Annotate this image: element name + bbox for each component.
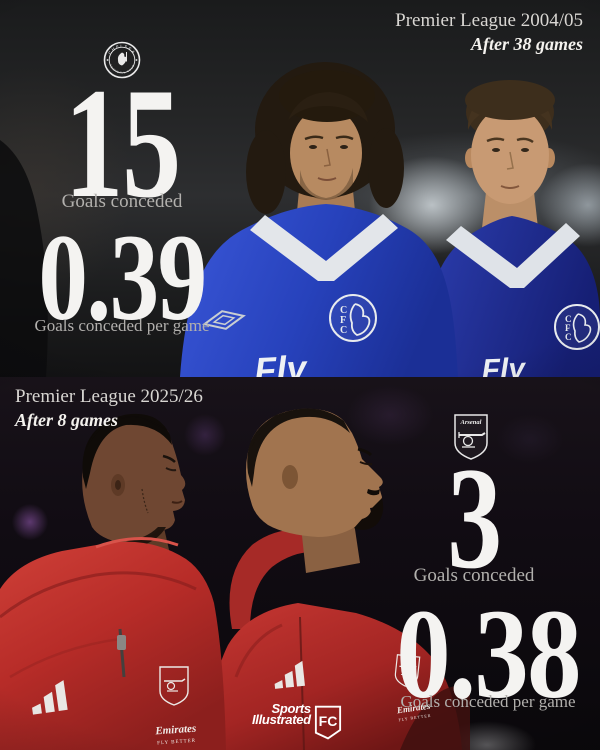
emirates-text: Emirates <box>395 701 431 716</box>
chelsea-goals-conceded-value: 15 <box>64 56 181 231</box>
chelsea-lion-icon <box>117 52 127 66</box>
crest-text-arsenal: Arsenal <box>460 419 482 426</box>
emirates-text: Emirates <box>154 723 197 738</box>
sports-illustrated-wordmark: Sports Illustrated <box>252 701 311 727</box>
adidas-logo-right <box>274 660 305 689</box>
shirt-sponsor-fly-left: Fly <box>253 347 309 377</box>
player-gabriel: Emirates FLY BETTER <box>0 413 226 750</box>
badge-letter: F <box>565 323 571 333</box>
player-john-terry: C F C Fly <box>420 80 600 377</box>
arsenal-crest: Arsenal <box>454 414 488 460</box>
badge-letter: C <box>340 305 347 316</box>
chelsea-goals-per-game-value: 0.39 <box>38 209 207 346</box>
shirt-collar-right <box>446 223 580 288</box>
badge-letter: C <box>565 332 572 342</box>
foreground-silhouette <box>0 140 48 377</box>
badge-letter: C <box>340 325 347 336</box>
games-label: After 38 games <box>471 33 583 54</box>
season-label: Premier League 2025/26 <box>15 386 203 407</box>
umbro-logo <box>202 310 246 330</box>
chelsea-players-photo: C F C Fly <box>0 62 600 377</box>
adidas-logo-left <box>32 680 68 715</box>
arsenal-cannon-icon <box>458 432 486 448</box>
fly-better-text: FLY BETTER <box>157 739 196 747</box>
chelsea-section: C F C Fly <box>0 0 600 377</box>
fc-text: FC <box>318 713 337 729</box>
badge-letter: C <box>565 314 572 324</box>
arsenal-players-photo: Emirates FLY BETTER <box>0 408 470 750</box>
fly-better-text: FLY BETTER <box>398 713 431 723</box>
shirt-sponsor-fly-right: Fly <box>481 352 527 377</box>
arsenal-jacket-crest-left <box>159 666 189 706</box>
badge-letter: F <box>340 315 346 326</box>
arsenal-goals-per-game-label: Goals conceded per game <box>400 692 576 711</box>
season-header-2004-05: Premier League 2004/05 After 38 games <box>395 10 583 55</box>
player-william-saliba: Emirates FLY BETTER <box>206 408 470 750</box>
arsenal-jacket-left <box>0 541 226 750</box>
cfc-shirt-badge-right: C F C <box>554 304 600 350</box>
brand-line-sports: Sports <box>271 701 311 716</box>
chelsea-goals-conceded-label: Goals conceded <box>61 191 183 212</box>
fc-shield-icon: FC <box>314 705 341 740</box>
chelsea-goals-per-game-label: Goals conceded per game <box>34 316 210 335</box>
brand-line-illustrated: Illustrated <box>252 711 311 727</box>
shirt-collar-left <box>250 214 398 281</box>
emirates-sponsor-left: Emirates FLY BETTER <box>154 723 197 747</box>
arsenal-goals-conceded-value: 3 <box>447 437 502 599</box>
arsenal-goals-per-game-value: 0.38 <box>396 583 581 725</box>
zipper-pull <box>117 635 126 650</box>
emirates-sponsor-right: Emirates FLY BETTER <box>395 701 431 723</box>
arsenal-jacket-right <box>206 603 462 750</box>
games-label: After 8 games <box>15 409 118 430</box>
player-ricardo-carvalho: C F C Fly <box>180 62 458 377</box>
arsenal-section: Emirates FLY BETTER <box>0 377 600 750</box>
chelsea-crest: CHELSEA FOOTBALL CLUB <box>103 41 141 79</box>
chelsea-shirt-left <box>180 204 458 377</box>
sports-illustrated-fc-logo: Sports Illustrated FC <box>252 701 342 741</box>
cfc-shirt-badge-left: C F C <box>329 294 377 342</box>
season-header-2025-26: Premier League 2025/26 After 8 games <box>15 386 203 431</box>
arsenal-jacket-crest-right <box>394 654 421 687</box>
season-label: Premier League 2004/05 <box>395 10 583 31</box>
arsenal-goals-conceded-label: Goals conceded <box>413 565 535 586</box>
